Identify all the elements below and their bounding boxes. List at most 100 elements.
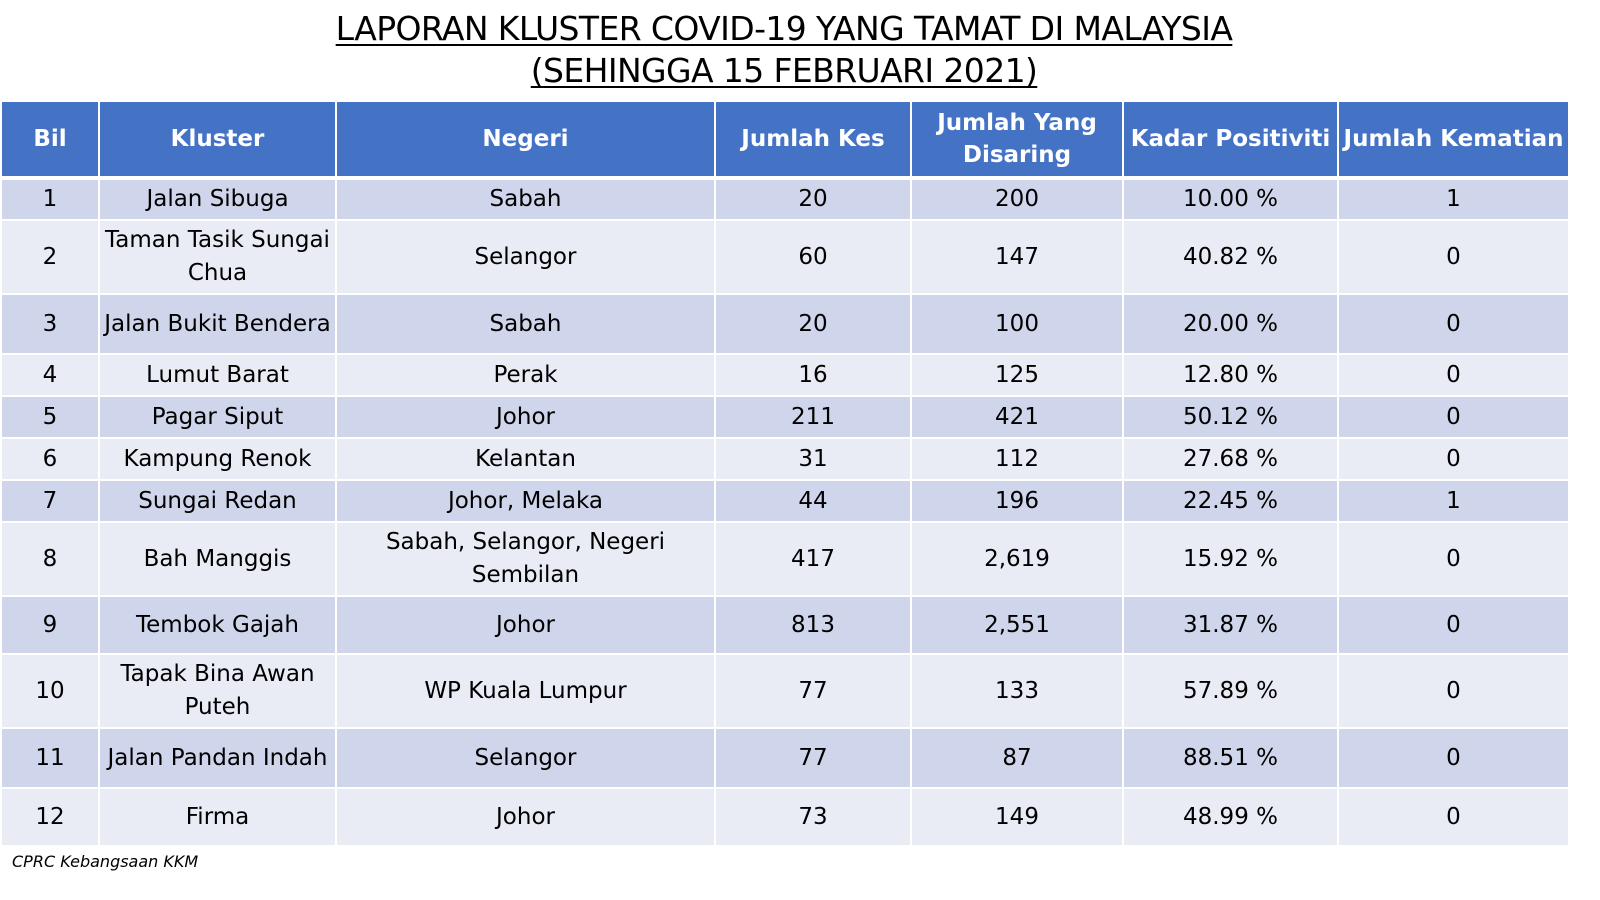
cell-bil: 9 — [0, 595, 100, 655]
header-negeri: Negeri — [335, 100, 716, 180]
cell-jumlah-kes: 211 — [714, 395, 912, 439]
table-row: 8 Bah Manggis Sabah, Selangor, Negeri Se… — [0, 521, 1570, 597]
cell-negeri: Selangor — [335, 219, 716, 295]
cell-jumlah-disaring: 87 — [910, 727, 1124, 789]
cell-bil: 2 — [0, 219, 100, 295]
cell-jumlah-kes: 20 — [714, 293, 912, 355]
cell-jumlah-kes: 77 — [714, 727, 912, 789]
cell-jumlah-kematian: 1 — [1337, 479, 1570, 523]
cell-kluster: Taman Tasik Sungai Chua — [98, 219, 337, 295]
cluster-table: Bil Kluster Negeri Jumlah Kes Jumlah Yan… — [0, 100, 1570, 847]
cell-bil: 12 — [0, 787, 100, 847]
cell-kadar-positiviti: 15.92 % — [1122, 521, 1339, 597]
header-jumlah-kes: Jumlah Kes — [714, 100, 912, 180]
title-line-1: LAPORAN KLUSTER COVID-19 YANG TAMAT DI M… — [335, 9, 1233, 48]
header-kadar-positiviti: Kadar Positiviti — [1122, 100, 1339, 180]
cell-jumlah-kes: 73 — [714, 787, 912, 847]
cell-jumlah-kematian: 1 — [1337, 177, 1570, 221]
cell-kadar-positiviti: 57.89 % — [1122, 653, 1339, 729]
header-bil: Bil — [0, 100, 100, 180]
cell-kadar-positiviti: 50.12 % — [1122, 395, 1339, 439]
cell-negeri: Sabah, Selangor, Negeri Sembilan — [335, 521, 716, 597]
table-row: 12 Firma Johor 73 149 48.99 % 0 — [0, 787, 1570, 847]
table-row: 7 Sungai Redan Johor, Melaka 44 196 22.4… — [0, 479, 1570, 523]
cell-negeri: WP Kuala Lumpur — [335, 653, 716, 729]
cell-kadar-positiviti: 88.51 % — [1122, 727, 1339, 789]
cell-jumlah-disaring: 200 — [910, 177, 1124, 221]
table-row: 10 Tapak Bina Awan Puteh WP Kuala Lumpur… — [0, 653, 1570, 729]
cell-kluster: Pagar Siput — [98, 395, 337, 439]
cell-jumlah-kes: 60 — [714, 219, 912, 295]
table-row: 9 Tembok Gajah Johor 813 2,551 31.87 % 0 — [0, 595, 1570, 655]
cell-jumlah-disaring: 2,619 — [910, 521, 1124, 597]
cell-bil: 4 — [0, 353, 100, 397]
cell-negeri: Perak — [335, 353, 716, 397]
cell-negeri: Johor — [335, 395, 716, 439]
cell-kluster: Jalan Sibuga — [98, 177, 337, 221]
cell-bil: 1 — [0, 177, 100, 221]
cell-negeri: Sabah — [335, 177, 716, 221]
cell-kluster: Sungai Redan — [98, 479, 337, 523]
cell-jumlah-kes: 813 — [714, 595, 912, 655]
cell-jumlah-kematian: 0 — [1337, 595, 1570, 655]
cell-jumlah-kes: 20 — [714, 177, 912, 221]
table-row: 6 Kampung Renok Kelantan 31 112 27.68 % … — [0, 437, 1570, 481]
cell-jumlah-kes: 31 — [714, 437, 912, 481]
cell-jumlah-kes: 16 — [714, 353, 912, 397]
cell-kluster: Lumut Barat — [98, 353, 337, 397]
table-row: 2 Taman Tasik Sungai Chua Selangor 60 14… — [0, 219, 1570, 295]
page-title: LAPORAN KLUSTER COVID-19 YANG TAMAT DI M… — [0, 8, 1568, 92]
table-header-row: Bil Kluster Negeri Jumlah Kes Jumlah Yan… — [0, 100, 1570, 180]
title-line-2: (SEHINGGA 15 FEBRUARI 2021) — [530, 51, 1038, 90]
cell-bil: 6 — [0, 437, 100, 481]
table-row: 11 Jalan Pandan Indah Selangor 77 87 88.… — [0, 727, 1570, 789]
cell-jumlah-kematian: 0 — [1337, 437, 1570, 481]
cell-jumlah-disaring: 125 — [910, 353, 1124, 397]
cell-jumlah-disaring: 149 — [910, 787, 1124, 847]
cell-kadar-positiviti: 20.00 % — [1122, 293, 1339, 355]
cell-jumlah-kes: 77 — [714, 653, 912, 729]
table-row: 3 Jalan Bukit Bendera Sabah 20 100 20.00… — [0, 293, 1570, 355]
cell-bil: 11 — [0, 727, 100, 789]
cell-jumlah-kematian: 0 — [1337, 219, 1570, 295]
cell-jumlah-disaring: 2,551 — [910, 595, 1124, 655]
cell-jumlah-kes: 44 — [714, 479, 912, 523]
cell-kluster: Jalan Bukit Bendera — [98, 293, 337, 355]
header-jumlah-disaring: Jumlah Yang Disaring — [910, 100, 1124, 180]
cell-jumlah-disaring: 196 — [910, 479, 1124, 523]
cell-kluster: Tapak Bina Awan Puteh — [98, 653, 337, 729]
cell-bil: 8 — [0, 521, 100, 597]
cell-jumlah-disaring: 147 — [910, 219, 1124, 295]
cell-negeri: Johor — [335, 787, 716, 847]
cell-jumlah-kematian: 0 — [1337, 653, 1570, 729]
cell-jumlah-kes: 417 — [714, 521, 912, 597]
header-jumlah-kematian: Jumlah Kematian — [1337, 100, 1570, 180]
cell-kadar-positiviti: 27.68 % — [1122, 437, 1339, 481]
table-row: 1 Jalan Sibuga Sabah 20 200 10.00 % 1 — [0, 177, 1570, 221]
cell-jumlah-kematian: 0 — [1337, 521, 1570, 597]
cell-kadar-positiviti: 40.82 % — [1122, 219, 1339, 295]
cell-jumlah-kematian: 0 — [1337, 293, 1570, 355]
header-kluster: Kluster — [98, 100, 337, 180]
cell-kadar-positiviti: 10.00 % — [1122, 177, 1339, 221]
cell-kadar-positiviti: 22.45 % — [1122, 479, 1339, 523]
cell-jumlah-disaring: 133 — [910, 653, 1124, 729]
cell-negeri: Johor, Melaka — [335, 479, 716, 523]
cell-kluster: Tembok Gajah — [98, 595, 337, 655]
cell-negeri: Kelantan — [335, 437, 716, 481]
cell-bil: 5 — [0, 395, 100, 439]
cell-kadar-positiviti: 12.80 % — [1122, 353, 1339, 397]
cell-kluster: Jalan Pandan Indah — [98, 727, 337, 789]
cell-bil: 10 — [0, 653, 100, 729]
cell-bil: 7 — [0, 479, 100, 523]
cell-jumlah-disaring: 100 — [910, 293, 1124, 355]
cell-kluster: Kampung Renok — [98, 437, 337, 481]
cell-jumlah-disaring: 112 — [910, 437, 1124, 481]
cell-jumlah-kematian: 0 — [1337, 353, 1570, 397]
cell-negeri: Johor — [335, 595, 716, 655]
cell-jumlah-kematian: 0 — [1337, 787, 1570, 847]
table-row: 4 Lumut Barat Perak 16 125 12.80 % 0 — [0, 353, 1570, 397]
source-note: CPRC Kebangsaan KKM — [12, 852, 199, 871]
cell-bil: 3 — [0, 293, 100, 355]
cell-kluster: Bah Manggis — [98, 521, 337, 597]
